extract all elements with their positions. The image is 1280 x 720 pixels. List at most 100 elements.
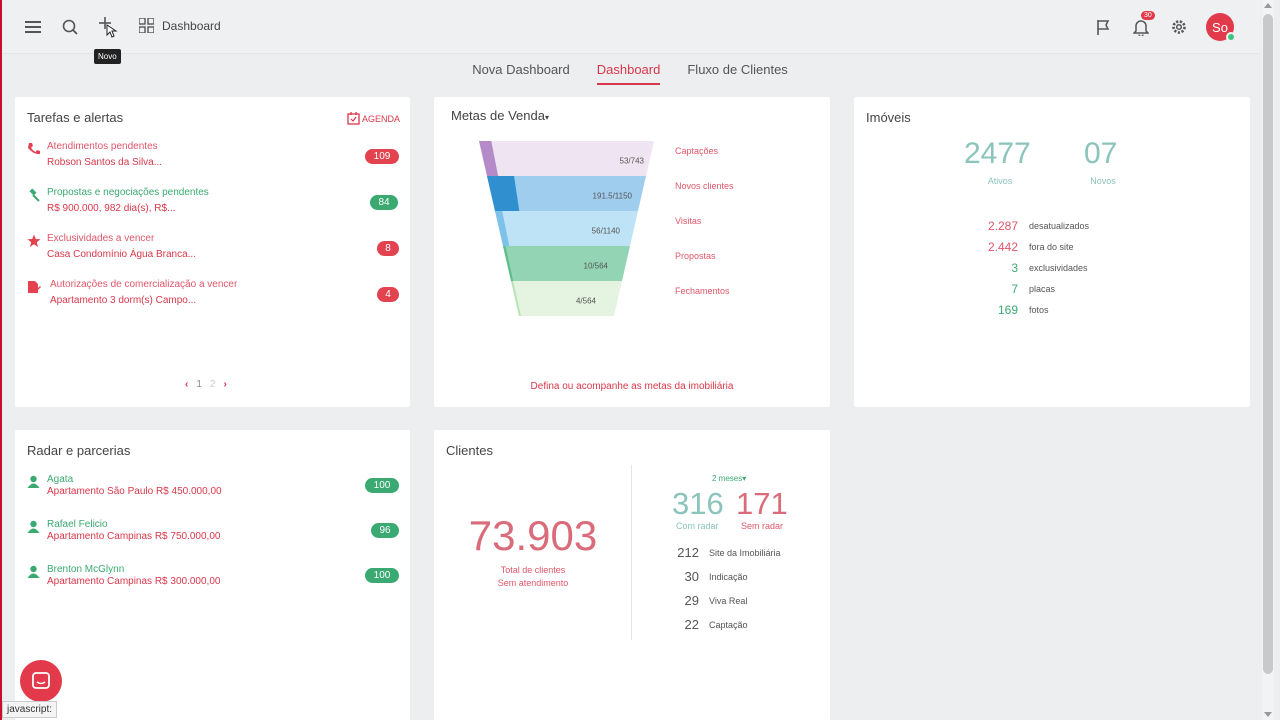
- radar-name: Rafael Felicio: [47, 519, 108, 530]
- agenda-link[interactable]: AGENDA: [347, 112, 400, 125]
- search-icon[interactable]: [57, 14, 83, 40]
- page-2-link[interactable]: 2: [209, 379, 216, 390]
- sales-goals-dropdown[interactable]: Metas de Venda▾: [451, 108, 549, 123]
- tab-dashboard[interactable]: Dashboard: [596, 62, 661, 85]
- without-radar-count: 171: [736, 486, 788, 521]
- with-radar-label: Com radar: [676, 521, 719, 531]
- chat-button[interactable]: [20, 660, 62, 702]
- funnel-stage[interactable]: [487, 176, 646, 211]
- notification-badge: 30: [1141, 11, 1155, 20]
- client-source-row[interactable]: 212 Site da Imobiliária: [674, 545, 834, 563]
- radar-name: Agata: [47, 474, 74, 485]
- sales-funnel-chart: 53/743 191.5/1150 56/1140 10/564 4/564: [479, 141, 654, 316]
- active-label: Ativos: [987, 176, 1013, 186]
- radar-count-badge: 100: [365, 568, 399, 583]
- caret-down-icon: ▾: [544, 113, 549, 122]
- funnel-label-fechamentos: Fechamentos: [675, 286, 730, 296]
- radar-desc: Apartamento Campinas R$ 300.000,00: [47, 576, 221, 587]
- task-title: Atendimentos pendentes: [47, 141, 158, 152]
- tasks-card: Tarefas e alertas AGENDA Atendimentos pe…: [15, 97, 410, 407]
- funnel-label-captacoes: Captações: [675, 146, 719, 156]
- client-source-row[interactable]: 22 Captação: [674, 617, 834, 635]
- without-service-label: Sem atendimento: [497, 578, 569, 588]
- scroll-down-icon[interactable]: [1264, 712, 1272, 717]
- prev-page-icon[interactable]: ‹: [185, 379, 189, 390]
- avatar[interactable]: So: [1206, 13, 1236, 42]
- stat-label: fora do site: [1029, 242, 1074, 252]
- scrollbar[interactable]: [1262, 0, 1274, 720]
- pagination: ‹ 1 2 ›: [185, 379, 227, 390]
- task-count-badge: 84: [370, 195, 398, 210]
- task-detail: Robson Santos da Silva...: [47, 157, 163, 168]
- new-count: 07: [1084, 137, 1118, 170]
- source-count: 22: [684, 617, 699, 632]
- scrollbar-thumb[interactable]: [1263, 14, 1273, 674]
- dashboard-link[interactable]: Dashboard: [139, 18, 221, 33]
- property-stat-row[interactable]: 169 fotos: [954, 303, 1204, 319]
- task-detail: Apartamento 3 dorm(s) Campo...: [50, 295, 197, 306]
- calendar-icon: [347, 112, 360, 125]
- stat-label: exclusividades: [1029, 263, 1088, 273]
- funnel-stage[interactable]: [511, 281, 622, 316]
- funnel-stage[interactable]: [479, 141, 654, 176]
- tab-nova-dashboard[interactable]: Nova Dashboard: [472, 62, 570, 77]
- radar-count-badge: 100: [365, 478, 399, 493]
- funnel-value: 191.5/1150: [593, 192, 633, 201]
- funnel-stage[interactable]: [503, 246, 630, 281]
- funnel-label-novos-clientes: Novos clientes: [675, 181, 734, 191]
- bell-icon[interactable]: 30: [1128, 11, 1155, 40]
- funnel-progress: [503, 246, 514, 281]
- without-radar-label: Sem radar: [741, 521, 784, 531]
- client-source-row[interactable]: 30 Indicação: [674, 569, 834, 587]
- clients-card: Clientes 73.903 Total de clientes Sem at…: [434, 430, 830, 720]
- radar-desc: Apartamento Campinas R$ 750.000,00: [47, 531, 221, 542]
- goals-footer-link[interactable]: Defina ou acompanhe as metas da imobiliá…: [530, 381, 734, 392]
- stat-value: 7: [1011, 282, 1018, 296]
- property-stat-row[interactable]: 2.287 desatualizados: [954, 219, 1204, 235]
- radar-name: Brenton McGlynn: [47, 564, 125, 575]
- menu-icon[interactable]: [20, 14, 46, 40]
- client-source-row[interactable]: 29 Viva Real: [674, 593, 834, 611]
- property-stat-row[interactable]: 3 exclusividades: [954, 261, 1204, 277]
- task-title: Propostas e negociações pendentes: [47, 187, 209, 198]
- radar-count-badge: 96: [371, 523, 399, 538]
- task-title: Exclusividades a vencer: [47, 233, 155, 244]
- property-stat-row[interactable]: 2.442 fora do site: [954, 240, 1204, 256]
- radar-card: Radar e parcerias Agata Apartamento São P…: [15, 430, 410, 720]
- divider: [631, 465, 632, 640]
- stat-label: placas: [1029, 284, 1056, 294]
- stat-value: 2.442: [987, 240, 1018, 254]
- total-clients: 73.903: [468, 512, 598, 559]
- page-1-link[interactable]: 1: [196, 379, 202, 390]
- user-icon: [27, 520, 40, 533]
- source-count: 212: [677, 545, 699, 560]
- funnel-value: 4/564: [576, 297, 597, 306]
- task-count-badge: 8: [377, 241, 399, 256]
- stat-label: fotos: [1029, 305, 1049, 315]
- properties-title: Imóveis: [866, 110, 911, 125]
- dashboard-label: Dashboard: [162, 18, 221, 33]
- add-new-button[interactable]: [95, 14, 121, 40]
- flag-icon[interactable]: [1090, 14, 1116, 40]
- funnel-value: 56/1140: [592, 227, 621, 236]
- period-dropdown[interactable]: 2 meses▾: [712, 474, 746, 483]
- dashboard-tabs: Nova Dashboard Dashboard Fluxo de Client…: [0, 62, 1260, 85]
- clients-title: Clientes: [446, 443, 493, 458]
- stat-label: desatualizados: [1029, 221, 1090, 231]
- funnel-stage[interactable]: [495, 211, 638, 246]
- funnel-label-visitas: Visitas: [675, 216, 702, 226]
- tab-fluxo-de-clientes[interactable]: Fluxo de Clientes: [687, 62, 788, 77]
- task-count-badge: 109: [365, 149, 399, 164]
- properties-card: Imóveis 2477 Ativos 07 Novos 2.287 desatu…: [854, 97, 1250, 407]
- next-page-icon[interactable]: ›: [223, 379, 227, 390]
- period-label: 2 meses: [712, 474, 743, 483]
- tooltip: Novo: [94, 49, 121, 64]
- property-stat-row[interactable]: 7 placas: [954, 282, 1204, 298]
- gavel-icon: [29, 188, 40, 202]
- radar-desc: Apartamento São Paulo R$ 450.000,00: [47, 486, 222, 497]
- total-clients-label: Total de clientes: [500, 565, 566, 575]
- gear-icon[interactable]: [1166, 14, 1192, 40]
- funnel-progress: [487, 176, 520, 211]
- scroll-up-icon[interactable]: [1264, 3, 1272, 8]
- new-label: Novos: [1090, 176, 1116, 186]
